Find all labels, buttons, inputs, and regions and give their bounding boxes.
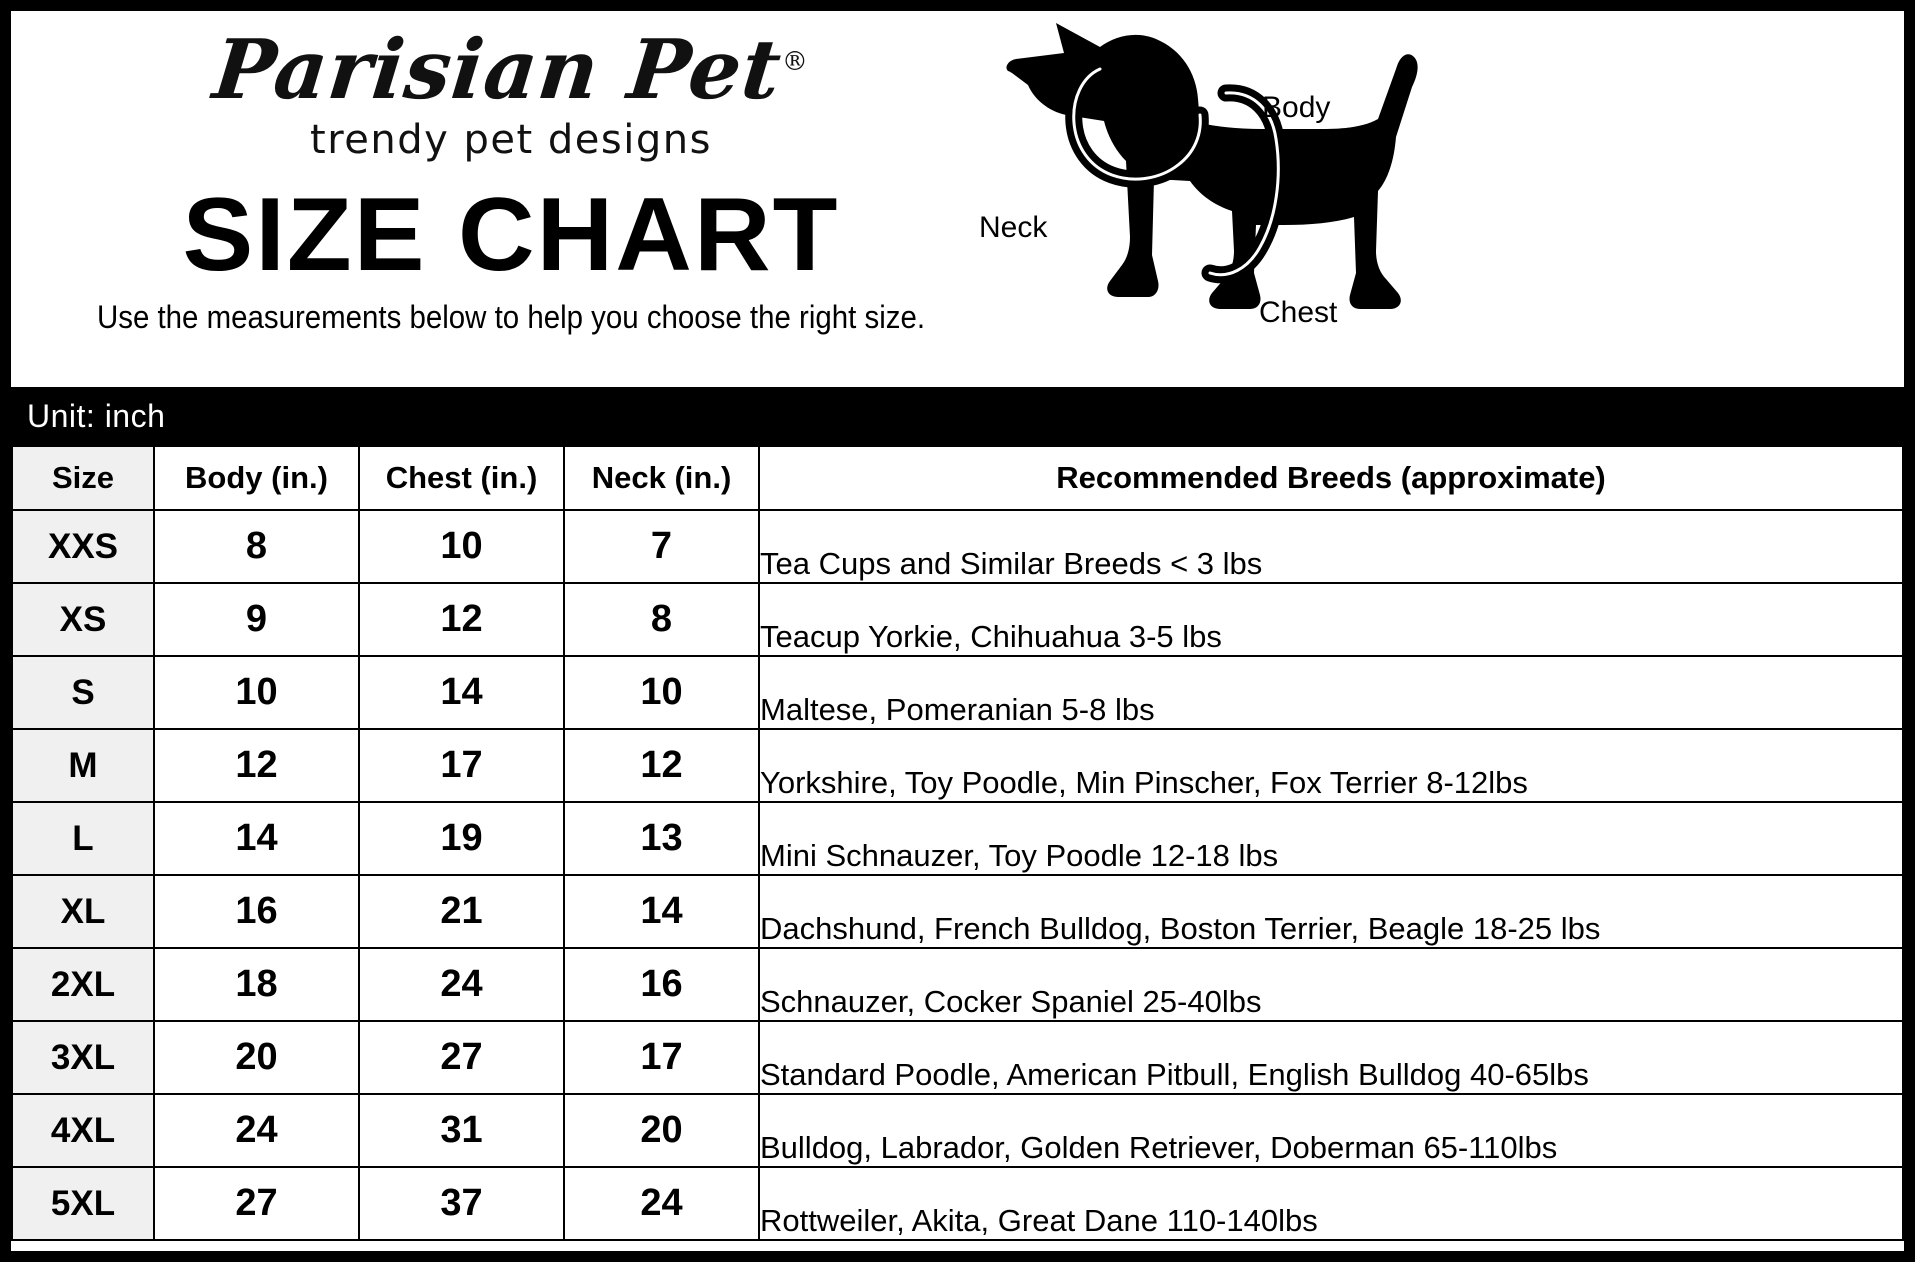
- chart-header: Parisian Pet® trendy pet designs SIZE CH…: [11, 11, 1904, 387]
- table-row: L 14 19 13 Mini Schnauzer, Toy Poodle 12-18 …: [11, 801, 1904, 876]
- cell-size: 2XL: [11, 947, 155, 1022]
- page-title: SIZE CHART: [182, 177, 840, 293]
- illustration-label-neck: Neck: [979, 211, 1048, 244]
- page-subtitle: Use the measurements below to help you c…: [96, 299, 926, 335]
- table-header-row: Size Body (in.) Chest (in.) Neck (in.) R…: [11, 445, 1904, 511]
- cell-chest: 14: [358, 655, 565, 730]
- cell-chest: 19: [358, 801, 565, 876]
- cell-neck: 7: [563, 509, 760, 584]
- cell-size: XL: [11, 874, 155, 949]
- table-row: XL 16 21 14 Dachshund, French Bulldog, Bosto…: [11, 874, 1904, 949]
- cell-size: L: [11, 801, 155, 876]
- brand-block: Parisian Pet® trendy pet designs SIZE CH…: [11, 11, 1011, 336]
- cell-breeds: Bulldog, Labrador, Golden Retriever, Dob…: [758, 1093, 1904, 1168]
- cell-neck: 16: [563, 947, 760, 1022]
- cell-body: 8: [153, 509, 360, 584]
- cell-size: S: [11, 655, 155, 730]
- brand-tagline: trendy pet designs: [310, 117, 712, 163]
- column-header-breeds: Recommended Breeds (approximate): [758, 445, 1904, 511]
- cell-chest: 31: [358, 1093, 565, 1168]
- cell-size: XXS: [11, 509, 155, 584]
- cell-body: 16: [153, 874, 360, 949]
- cell-neck: 14: [563, 874, 760, 949]
- cell-chest: 37: [358, 1166, 565, 1241]
- cell-chest: 21: [358, 874, 565, 949]
- brand-logo: Parisian Pet®: [209, 22, 813, 118]
- cell-body: 12: [153, 728, 360, 803]
- cell-breeds: Yorkshire, Toy Poodle, Min Pinscher, Fox…: [758, 728, 1904, 803]
- cell-breeds: Mini Schnauzer, Toy Poodle 12-18 lbs: [758, 801, 1904, 876]
- table-row: 5XL 27 37 24 Rottweiler, Akita, Great Dane 1…: [11, 1166, 1904, 1241]
- cell-breeds: Maltese, Pomeranian 5-8 lbs: [758, 655, 1904, 730]
- cell-neck: 24: [563, 1166, 760, 1241]
- cell-chest: 17: [358, 728, 565, 803]
- size-chart-table: Size Body (in.) Chest (in.) Neck (in.) R…: [11, 445, 1904, 1241]
- cell-breeds: Tea Cups and Similar Breeds < 3 lbs: [758, 509, 1904, 584]
- column-header-body: Body (in.): [153, 445, 360, 511]
- table-header: Size Body (in.) Chest (in.) Neck (in.) R…: [11, 445, 1904, 511]
- cell-breeds: Teacup Yorkie, Chihuahua 3-5 lbs: [758, 582, 1904, 657]
- table-row: XXS 8 10 7 Tea Cups and Similar Breeds < 3 l…: [11, 509, 1904, 584]
- cell-breeds: Rottweiler, Akita, Great Dane 110-140lbs: [758, 1166, 1904, 1241]
- column-header-neck: Neck (in.): [563, 445, 760, 511]
- cell-breeds: Standard Poodle, American Pitbull, Engli…: [758, 1020, 1904, 1095]
- cell-neck: 20: [563, 1093, 760, 1168]
- cell-body: 9: [153, 582, 360, 657]
- cell-body: 20: [153, 1020, 360, 1095]
- cell-neck: 8: [563, 582, 760, 657]
- cell-chest: 27: [358, 1020, 565, 1095]
- dog-silhouette-icon: [1006, 23, 1418, 309]
- cell-neck: 12: [563, 728, 760, 803]
- table-row: M 12 17 12 Yorkshire, Toy Poodle, Min Pinsch…: [11, 728, 1904, 803]
- table-row: XS 9 12 8 Teacup Yorkie, Chihuahua 3-5 lbs: [11, 582, 1904, 657]
- cell-body: 18: [153, 947, 360, 1022]
- cell-neck: 17: [563, 1020, 760, 1095]
- cell-body: 27: [153, 1166, 360, 1241]
- cell-size: 4XL: [11, 1093, 155, 1168]
- cell-body: 14: [153, 801, 360, 876]
- cell-chest: 24: [358, 947, 565, 1022]
- column-header-size: Size: [11, 445, 155, 511]
- chest-band: [1201, 84, 1287, 284]
- illustration-label-chest: Chest: [1259, 296, 1338, 329]
- registered-trademark-icon: ®: [781, 46, 809, 77]
- cell-size: M: [11, 728, 155, 803]
- cell-neck: 13: [563, 801, 760, 876]
- cell-breeds: Schnauzer, Cocker Spaniel 25-40lbs: [758, 947, 1904, 1022]
- cell-size: XS: [11, 582, 155, 657]
- column-header-chest: Chest (in.): [358, 445, 565, 511]
- table-row: 3XL 20 27 17 Standard Poodle, American Pitbu…: [11, 1020, 1904, 1095]
- cell-body: 10: [153, 655, 360, 730]
- brand-logo-text: Parisian Pet: [208, 22, 787, 118]
- cell-size: 5XL: [11, 1166, 155, 1241]
- cell-size: 3XL: [11, 1020, 155, 1095]
- table-row: S 10 14 10 Maltese, Pomeranian 5-8 lbs: [11, 655, 1904, 730]
- unit-bar-label: Unit: inch: [27, 397, 166, 434]
- cell-chest: 12: [358, 582, 565, 657]
- cell-chest: 10: [358, 509, 565, 584]
- unit-bar: Unit: inch: [11, 387, 1904, 445]
- illustration-label-body: Body: [1262, 91, 1331, 124]
- dog-measurement-illustration: Neck Body Chest: [979, 11, 1464, 387]
- table-row: 2XL 18 24 16 Schnauzer, Cocker Spaniel 25-40…: [11, 947, 1904, 1022]
- table-row: 4XL 24 31 20 Bulldog, Labrador, Golden Retri…: [11, 1093, 1904, 1168]
- neck-band: [1065, 60, 1209, 188]
- cell-neck: 10: [563, 655, 760, 730]
- cell-breeds: Dachshund, French Bulldog, Boston Terrie…: [758, 874, 1904, 949]
- table-body: XXS 8 10 7 Tea Cups and Similar Breeds < 3 l…: [11, 509, 1904, 1241]
- cell-body: 24: [153, 1093, 360, 1168]
